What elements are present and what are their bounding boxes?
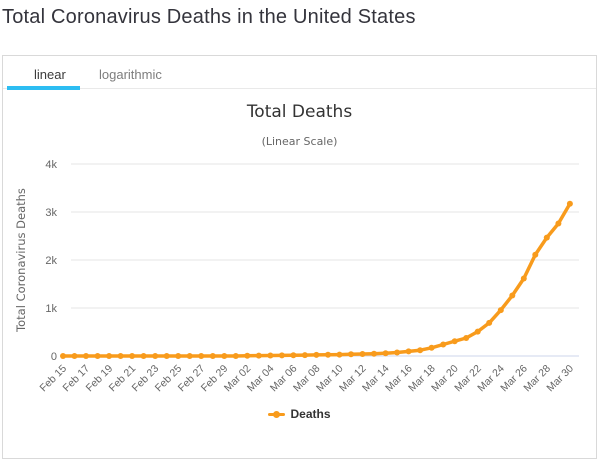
chart-card: linear logarithmic Total Deaths (Linear … [2, 55, 597, 459]
y-tick-label: 3k [45, 207, 57, 219]
data-point-marker [543, 234, 550, 241]
legend[interactable]: Deaths [3, 407, 596, 421]
data-point-marker [566, 200, 573, 207]
data-point-marker [290, 352, 297, 359]
data-point-marker [301, 352, 308, 359]
data-point-marker [382, 350, 389, 357]
data-point-marker [486, 319, 493, 326]
data-point-marker [359, 351, 366, 357]
data-point-marker [186, 353, 193, 359]
data-point-marker [255, 352, 262, 359]
data-point-marker [520, 275, 527, 282]
data-point-marker [94, 353, 101, 359]
series-line [61, 202, 572, 358]
data-point-marker [198, 353, 205, 359]
data-point-marker [497, 307, 504, 314]
chart-title: Total Deaths [246, 102, 353, 122]
data-point-marker [451, 338, 458, 345]
data-point-marker [221, 353, 228, 359]
data-point-marker [463, 335, 470, 341]
data-point-marker [60, 353, 66, 359]
data-point-marker [336, 351, 343, 358]
tab-active-indicator [7, 86, 80, 90]
data-point-marker [163, 353, 170, 359]
data-point-marker [175, 353, 182, 359]
data-point-marker [440, 341, 447, 348]
page-title: Total Coronavirus Deaths in the United S… [2, 6, 416, 28]
data-point-marker [325, 351, 331, 358]
data-point-marker [405, 348, 412, 355]
data-point-marker [428, 344, 435, 351]
data-point-marker [106, 353, 113, 359]
data-point-marker [394, 349, 401, 356]
data-point-marker [267, 352, 274, 359]
data-point-marker [244, 352, 251, 359]
chart-subtitle: (Linear Scale) [261, 135, 338, 148]
data-point-marker [417, 347, 424, 354]
scale-tabs: linear logarithmic [3, 56, 596, 90]
data-point-marker [140, 353, 147, 359]
data-point-marker [232, 353, 239, 359]
data-point-marker [348, 351, 354, 358]
data-point-marker [509, 292, 516, 299]
y-tick-label: 1k [45, 303, 57, 315]
y-tick-label: 0 [51, 351, 57, 363]
data-point-marker [371, 350, 377, 357]
data-point-marker [71, 353, 78, 359]
series-marker-icon [268, 410, 286, 418]
x-tick-label: Mar 30 [544, 363, 576, 395]
y-tick-label: 4k [45, 159, 57, 171]
data-point-marker [117, 353, 124, 359]
data-point-marker [313, 351, 320, 358]
data-point-marker [474, 328, 481, 335]
y-tick-label: 2k [45, 255, 57, 267]
tab-linear[interactable]: linear [34, 67, 66, 82]
data-point-marker [129, 353, 136, 359]
data-point-marker [209, 353, 216, 359]
data-point-marker [83, 353, 89, 359]
tabs-baseline [3, 88, 596, 89]
legend-label: Deaths [290, 407, 331, 421]
data-point-marker [278, 352, 285, 359]
data-point-marker [555, 220, 562, 227]
tab-logarithmic[interactable]: logarithmic [99, 67, 162, 82]
data-point-marker [532, 251, 539, 258]
data-point-marker [152, 353, 159, 359]
